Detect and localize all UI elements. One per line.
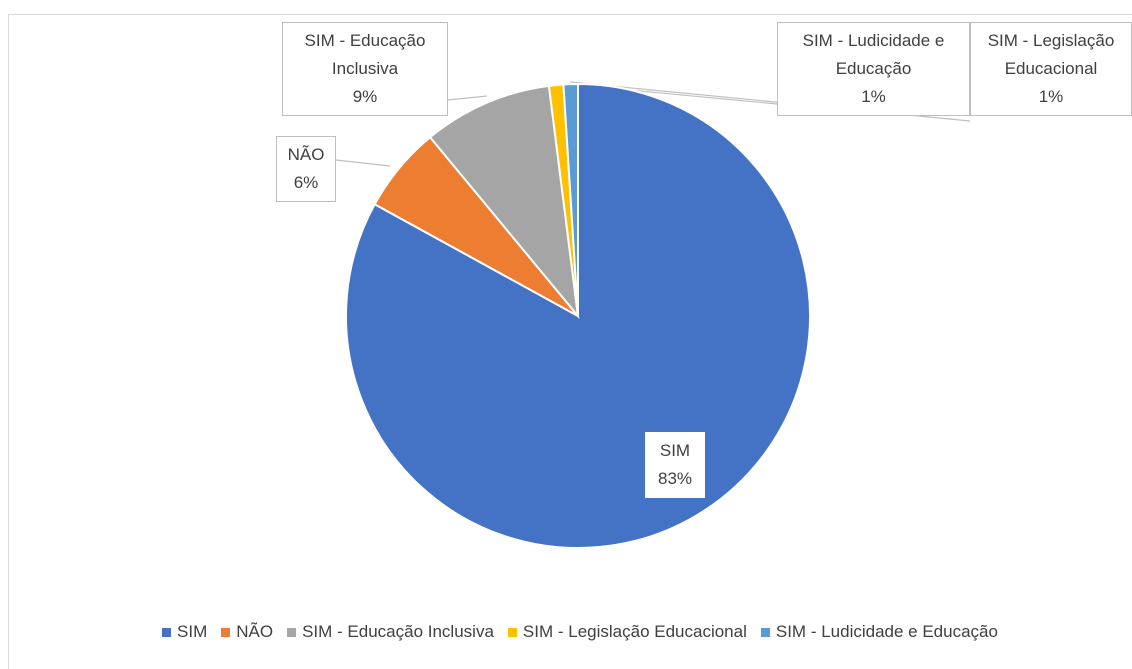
data-label-name: SIM - Ludicidade e Educação — [802, 31, 945, 78]
legend-label: SIM - Educação Inclusiva — [302, 622, 494, 641]
legend-item: SIM — [162, 622, 207, 642]
data-label-value: 6% — [293, 173, 319, 192]
legend-item: SIM - Ludicidade e Educação — [760, 622, 998, 642]
leader-line — [335, 159, 391, 167]
legend-swatch — [287, 627, 297, 637]
data-label-name: SIM - Educação Inclusiva — [304, 31, 426, 78]
chart-frame — [8, 14, 1132, 669]
data-label-name: NÃO — [287, 145, 325, 164]
legend-label: SIM - Legislação Educacional — [522, 622, 747, 641]
data-label: SIM - Ludicidade e Educação 1% — [777, 22, 970, 116]
legend-item: SIM - Educação Inclusiva — [287, 622, 494, 642]
pie-slice — [428, 84, 580, 320]
data-label: SIM - Legislação Educacional 1% — [970, 22, 1132, 116]
data-label: NÃO 6% — [276, 136, 336, 202]
legend-item: SIM - Legislação Educacional — [507, 622, 747, 642]
data-label: SIM - Educação Inclusiva 9% — [282, 22, 448, 116]
legend-label: NÃO — [236, 622, 274, 641]
legend: SIM NÃO SIM - Educação Inclusiva SIM - Legi… — [0, 622, 1132, 642]
legend-swatch — [221, 627, 231, 637]
data-label-value: 83% — [657, 469, 693, 488]
data-label-value: 1% — [1038, 87, 1064, 106]
legend-swatch — [162, 627, 172, 637]
data-label-name: SIM - Legislação Educacional — [987, 31, 1115, 78]
legend-label: SIM - Ludicidade e Educação — [775, 622, 998, 641]
legend-swatch — [760, 627, 770, 637]
legend-swatch — [507, 627, 517, 637]
legend-label: SIM — [177, 622, 208, 641]
data-label-value: 9% — [352, 87, 378, 106]
data-label-name: SIM — [659, 441, 691, 460]
data-label-value: 1% — [861, 87, 886, 106]
pie-slice — [562, 82, 579, 317]
leader-line — [447, 95, 488, 101]
data-label: SIM 83% — [645, 432, 705, 498]
legend-item: NÃO — [221, 622, 273, 642]
